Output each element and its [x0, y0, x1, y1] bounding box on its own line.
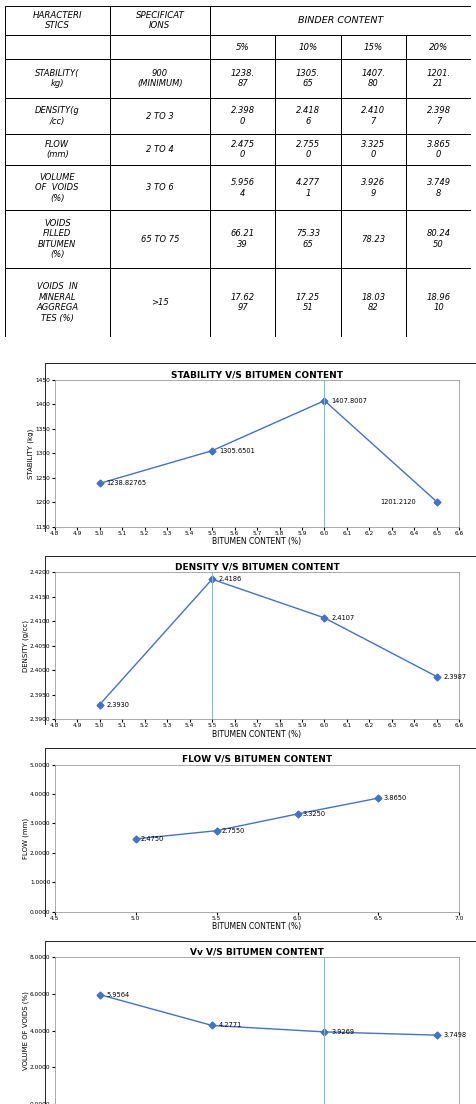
Text: 1305.
65: 1305. 65: [296, 70, 320, 88]
Text: 20%: 20%: [429, 43, 448, 52]
Text: 3.325
0: 3.325 0: [361, 140, 386, 159]
Text: 2 TO 3: 2 TO 3: [146, 112, 174, 120]
Series1: [322, 612, 327, 625]
Text: SPECIFICAT
IONS: SPECIFICAT IONS: [136, 11, 184, 30]
Series1: [209, 444, 215, 457]
X-axis label: BITUMEN CONTENT (%): BITUMEN CONTENT (%): [212, 730, 302, 739]
Line: Series1: Series1: [97, 576, 439, 707]
Text: 3.7498: 3.7498: [444, 1032, 467, 1038]
Text: 66.21
39: 66.21 39: [230, 230, 255, 248]
Text: STABILITY(
kg): STABILITY( kg): [35, 70, 79, 88]
Text: 1201.
21: 1201. 21: [426, 70, 451, 88]
Text: 2.4107: 2.4107: [331, 615, 355, 620]
Text: 65 TO 75: 65 TO 75: [140, 235, 179, 244]
Series1: [209, 1019, 215, 1032]
Text: DENSITY(g
/cc): DENSITY(g /cc): [35, 106, 79, 126]
Series1: [209, 573, 215, 586]
Text: 3.865
0: 3.865 0: [426, 140, 451, 159]
Text: 5.9564: 5.9564: [107, 991, 129, 998]
Series1: [322, 1026, 327, 1039]
Text: 1201.2120: 1201.2120: [381, 499, 416, 505]
Text: 2.475
0: 2.475 0: [230, 140, 255, 159]
Text: 18.96
10: 18.96 10: [426, 293, 451, 312]
Text: 2.398
7: 2.398 7: [426, 106, 451, 126]
Text: FLOW
(mm): FLOW (mm): [45, 140, 69, 159]
X-axis label: BITUMEN CONTENT (%): BITUMEN CONTENT (%): [212, 922, 302, 931]
Text: 3.926
9: 3.926 9: [361, 178, 386, 198]
Title: FLOW V/S BITUMEN CONTENT: FLOW V/S BITUMEN CONTENT: [182, 755, 332, 764]
Text: 2.755
0: 2.755 0: [296, 140, 320, 159]
Text: 17.25
51: 17.25 51: [296, 293, 320, 312]
Text: 5%: 5%: [236, 43, 249, 52]
Text: VOIDS  IN
MINERAL
AGGREGA
TES (%): VOIDS IN MINERAL AGGREGA TES (%): [36, 283, 78, 322]
Line: Series1: Series1: [133, 796, 381, 841]
Line: Series1: Series1: [97, 399, 439, 505]
Text: 1238.82765: 1238.82765: [107, 480, 147, 487]
Line: Series1: Series1: [97, 992, 439, 1038]
Text: 3.3250: 3.3250: [302, 811, 326, 817]
Text: BINDER CONTENT: BINDER CONTENT: [298, 15, 383, 25]
Text: 1407.8007: 1407.8007: [331, 397, 367, 404]
Text: VOLUME
OF  VOIDS
(%): VOLUME OF VOIDS (%): [36, 173, 79, 203]
Text: 900
(MINIMUM): 900 (MINIMUM): [137, 70, 183, 88]
Text: HARACTERI
STICS: HARACTERI STICS: [32, 11, 82, 30]
Text: 2.7550: 2.7550: [221, 828, 245, 834]
Text: 2.418
6: 2.418 6: [296, 106, 320, 126]
Text: 2.3930: 2.3930: [107, 701, 129, 708]
Text: 80.24
50: 80.24 50: [426, 230, 451, 248]
Series1: [434, 670, 440, 683]
Text: 2.410
7: 2.410 7: [361, 106, 386, 126]
Text: 5.956
4: 5.956 4: [230, 178, 255, 198]
Text: 17.62
97: 17.62 97: [230, 293, 255, 312]
Text: 3.8650: 3.8650: [383, 795, 407, 802]
Series1: [133, 832, 139, 846]
Text: 2.3987: 2.3987: [444, 673, 467, 680]
Text: 3.9269: 3.9269: [331, 1029, 354, 1034]
Series1: [295, 807, 300, 820]
Title: DENSITY V/S BITUMEN CONTENT: DENSITY V/S BITUMEN CONTENT: [175, 563, 339, 572]
Text: >15: >15: [151, 298, 169, 307]
Text: 1407.
80: 1407. 80: [361, 70, 386, 88]
Title: STABILITY V/S BITUMEN CONTENT: STABILITY V/S BITUMEN CONTENT: [171, 370, 343, 380]
Y-axis label: FLOW (mm): FLOW (mm): [22, 818, 29, 859]
Series1: [97, 477, 102, 490]
Series1: [322, 394, 327, 407]
Text: 1238.
87: 1238. 87: [230, 70, 255, 88]
Series1: [434, 496, 440, 509]
Text: 3.749
8: 3.749 8: [426, 178, 451, 198]
Text: 2.4750: 2.4750: [140, 836, 164, 842]
Text: 75.33
65: 75.33 65: [296, 230, 320, 248]
Text: 78.23: 78.23: [361, 235, 386, 244]
Text: 1305.6501: 1305.6501: [219, 448, 255, 454]
Text: 2.398
0: 2.398 0: [230, 106, 255, 126]
Series1: [97, 988, 102, 1001]
Text: 18.03
82: 18.03 82: [361, 293, 386, 312]
Text: 2 TO 4: 2 TO 4: [146, 146, 174, 155]
Title: Vv V/S BITUMEN CONTENT: Vv V/S BITUMEN CONTENT: [190, 947, 324, 956]
Text: 15%: 15%: [364, 43, 383, 52]
Text: 3 TO 6: 3 TO 6: [146, 183, 174, 192]
Series1: [434, 1029, 440, 1042]
Series1: [376, 792, 381, 805]
Text: 10%: 10%: [298, 43, 317, 52]
Series1: [97, 698, 102, 711]
Y-axis label: DENSITY (g/cc): DENSITY (g/cc): [22, 619, 29, 672]
X-axis label: BITUMEN CONTENT (%): BITUMEN CONTENT (%): [212, 538, 302, 546]
Series1: [214, 824, 219, 837]
Text: 2.4186: 2.4186: [219, 576, 242, 582]
Y-axis label: STABILITY (kg): STABILITY (kg): [28, 428, 34, 478]
Y-axis label: VOLUME OF VOIDS (%): VOLUME OF VOIDS (%): [22, 991, 29, 1070]
Text: VOIDS
FILLED
BITUMEN
(%): VOIDS FILLED BITUMEN (%): [38, 219, 76, 259]
Text: 4.277
1: 4.277 1: [296, 178, 320, 198]
Text: 4.2771: 4.2771: [219, 1022, 242, 1029]
